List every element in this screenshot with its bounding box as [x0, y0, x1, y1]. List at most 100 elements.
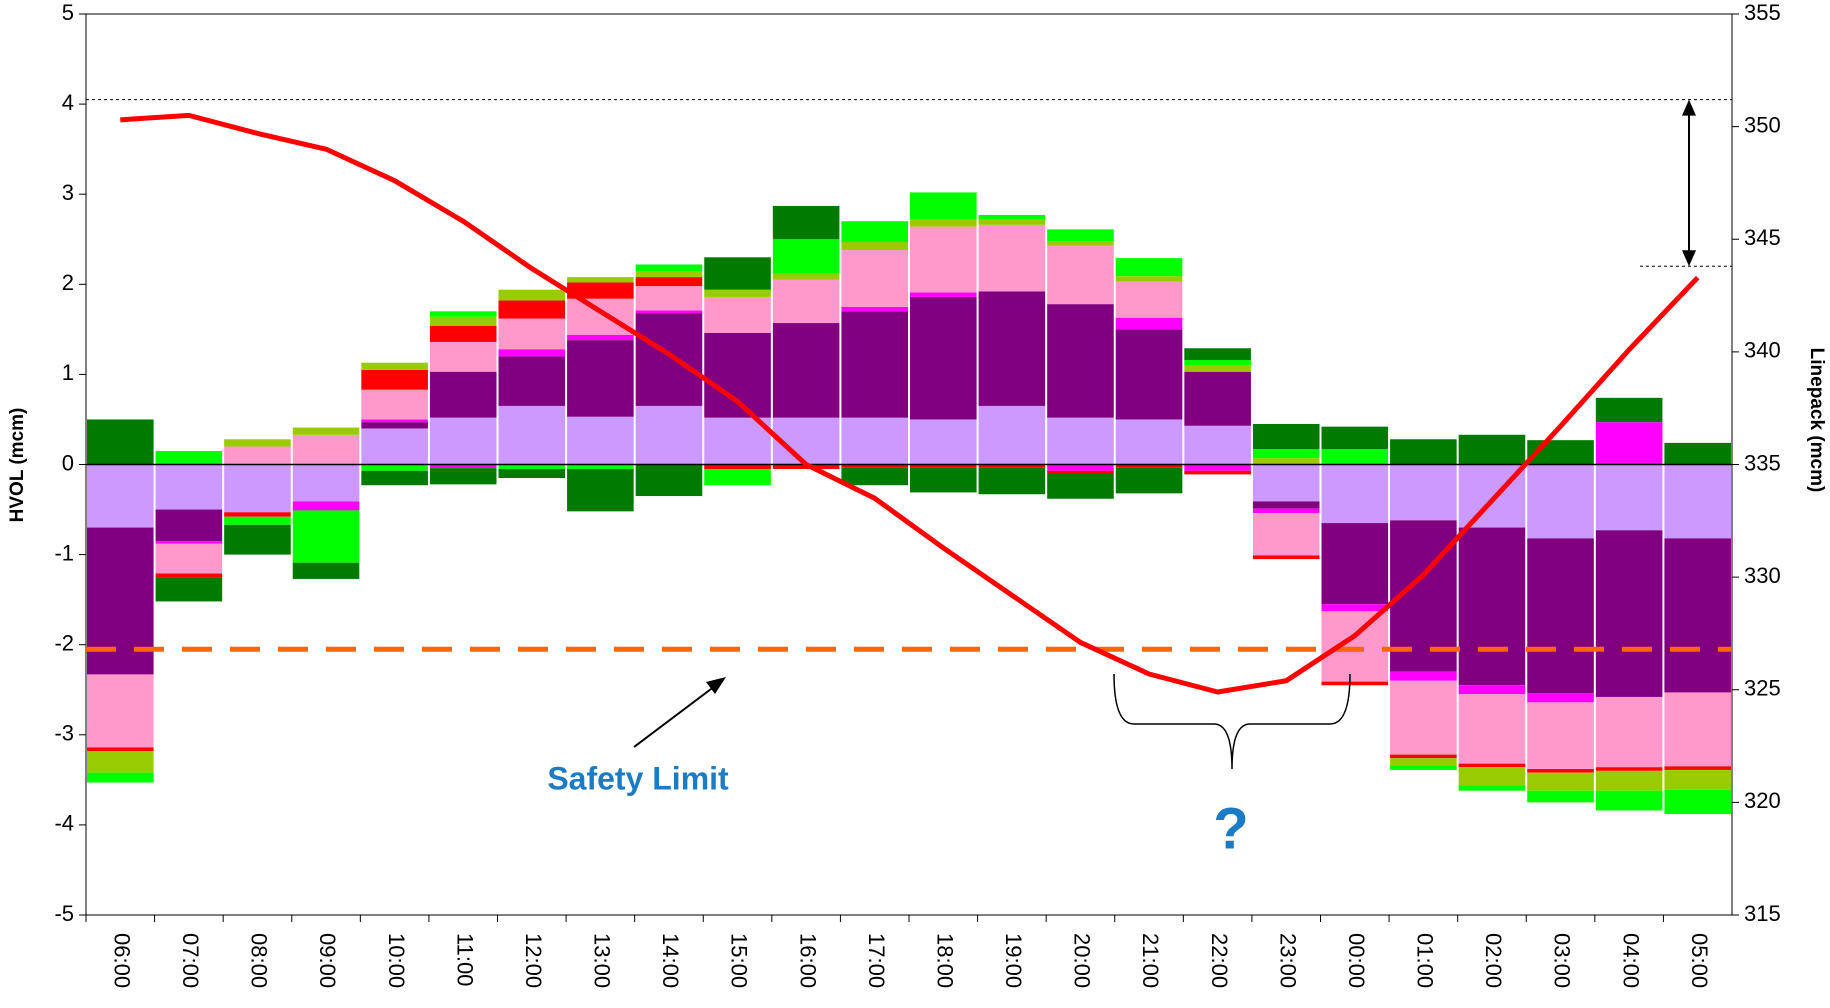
bar-segment: [498, 405, 566, 465]
question-mark: ?: [1213, 796, 1248, 861]
bar-segment: [1252, 555, 1320, 560]
x-tick-label: 11:00: [452, 933, 477, 986]
bar-segment: [155, 541, 223, 544]
bar-segment: [1527, 790, 1594, 803]
bar-segment: [841, 417, 908, 465]
bar-segment: [635, 277, 703, 287]
bar-segment: [498, 289, 566, 301]
y2-tick-label: 350: [1744, 112, 1781, 137]
bar-segment: [224, 439, 291, 447]
bar-segment: [1595, 530, 1663, 697]
x-tick-label: 01:00: [1413, 933, 1438, 988]
bar-segment: [772, 239, 840, 274]
bar-segment: [1664, 769, 1731, 790]
y-tick-label: 2: [62, 270, 74, 295]
y2-tick-label: 340: [1744, 338, 1781, 363]
bar-segment: [1115, 464, 1183, 468]
bar-segment: [1252, 513, 1320, 556]
bar-segment: [567, 277, 634, 283]
bar-segment: [1390, 754, 1457, 759]
bar-segment: [361, 422, 428, 429]
bar-segment: [704, 469, 771, 486]
bar-segment: [1047, 245, 1114, 305]
bar-segment: [910, 226, 977, 293]
bar-segment: [292, 427, 360, 435]
bar-segment: [1595, 397, 1663, 423]
bar-segment: [155, 543, 223, 574]
x-tick-label: 23:00: [1275, 933, 1300, 988]
bar-segment: [635, 271, 703, 278]
bar-segment: [978, 219, 1046, 225]
bar-segment: [224, 516, 291, 525]
bar-segment: [910, 219, 977, 227]
bar-segment: [978, 405, 1046, 465]
bar-segment: [567, 464, 634, 470]
bar-segment: [567, 298, 634, 335]
x-tick-label: 00:00: [1344, 933, 1369, 988]
bar-segment: [704, 289, 771, 297]
bar-segment: [978, 291, 1046, 406]
y2-tick-label: 320: [1744, 788, 1781, 813]
bar-segment: [429, 417, 497, 465]
bar-segment: [1595, 790, 1663, 811]
x-tick-label: 18:00: [932, 933, 957, 988]
y2-axis-title: Linepack (mcm): [1806, 348, 1827, 493]
bar-segment: [1115, 276, 1183, 282]
bar-segment: [1527, 538, 1594, 694]
x-tick-label: 04:00: [1618, 933, 1643, 988]
bar-segment: [841, 241, 908, 251]
bar-segment: [1252, 449, 1320, 459]
bar-segment: [1595, 464, 1663, 531]
y-tick-label: -2: [54, 631, 74, 656]
bar-segment: [910, 192, 977, 220]
bar-segment: [1664, 538, 1731, 693]
bar-segment: [1595, 696, 1663, 768]
bar-segment: [910, 292, 977, 297]
bar-segment: [429, 468, 497, 485]
bar-segment: [704, 257, 771, 290]
bar-segment: [841, 250, 908, 307]
bar-segment: [1390, 765, 1457, 770]
y-tick-label: 5: [62, 0, 74, 25]
x-tick-label: 03:00: [1550, 933, 1575, 988]
bar-segment: [635, 313, 703, 406]
bar-segment: [1115, 419, 1183, 465]
bar-segment: [841, 221, 908, 242]
bar-segment: [1115, 329, 1183, 420]
bar-segment: [1321, 449, 1389, 465]
bar-segment: [1664, 464, 1731, 539]
x-tick-label: 15:00: [727, 933, 752, 988]
x-tick-label: 17:00: [864, 933, 889, 988]
bar-segment: [635, 464, 703, 497]
bar-segment: [1184, 371, 1251, 426]
bar-segment: [224, 464, 291, 513]
bar-segment: [429, 341, 497, 372]
bar-segment: [772, 273, 840, 280]
y2-tick-label: 315: [1744, 901, 1781, 926]
x-tick-label: 21:00: [1138, 933, 1163, 988]
bar-segment: [978, 224, 1046, 292]
bar-segment: [1184, 365, 1251, 372]
y2-tick-label: 345: [1744, 225, 1781, 250]
arrow-head: [1682, 250, 1696, 267]
y-axis-title: HVOL (mcm): [7, 408, 28, 523]
bar-segment: [1047, 241, 1114, 246]
bar-segment: [429, 311, 497, 317]
bar-segment: [1390, 464, 1457, 521]
bar-segment: [1664, 442, 1731, 465]
bar-segment: [224, 512, 291, 517]
bar-segment: [841, 464, 908, 468]
bar-segment: [841, 311, 908, 418]
bar-segment: [155, 450, 223, 465]
bar-segment: [704, 332, 771, 418]
bar-segment: [1458, 785, 1526, 791]
bar-segment: [567, 334, 634, 341]
bar-segment: [772, 279, 840, 324]
y-tick-label: -3: [54, 721, 74, 746]
bar-segment: [1664, 789, 1731, 815]
bar-segment: [155, 573, 223, 578]
bar-segment: [87, 751, 154, 773]
pointer-arrow: [633, 685, 716, 748]
bar-segment: [910, 467, 977, 493]
